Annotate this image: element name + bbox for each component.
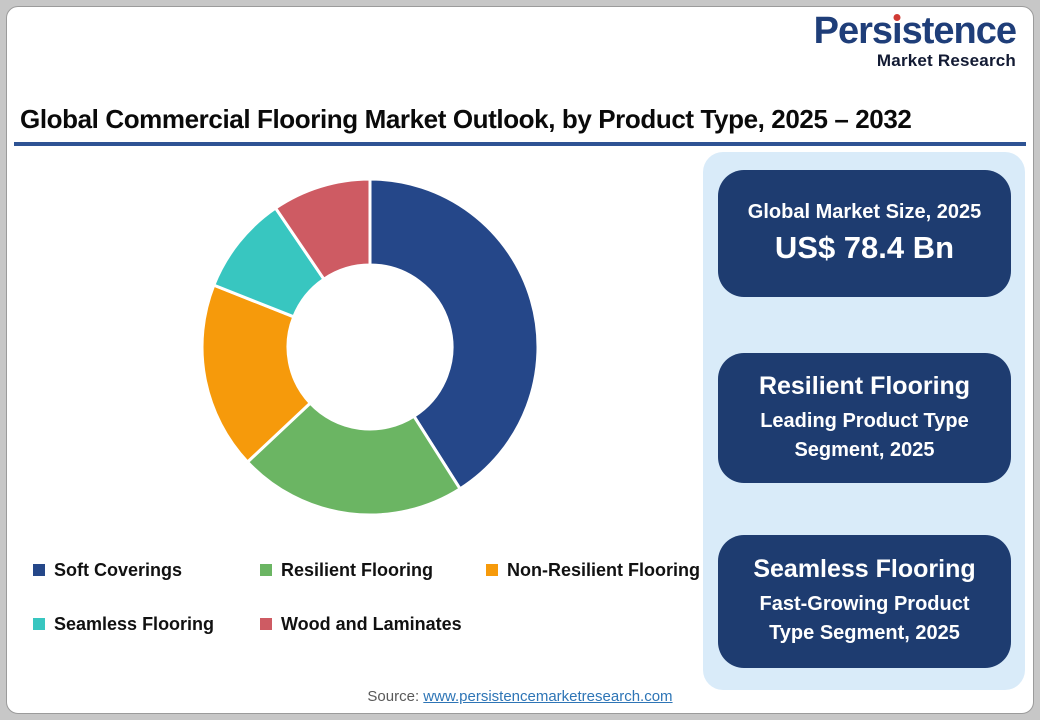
page-title: Global Commercial Flooring Market Outloo…: [20, 104, 912, 134]
legend-item-soft-coverings: Soft Coverings: [33, 560, 182, 580]
highlights-panel: Global Market Size, 2025 US$ 78.4 Bn Res…: [703, 152, 1025, 690]
legend-swatch-non-resilient-flooring: [486, 564, 498, 576]
legend-swatch-seamless-flooring: [33, 618, 45, 630]
source-line: Source: www.persistencemarketresearch.co…: [0, 688, 1040, 705]
donut-chart: [200, 177, 540, 517]
source-label: Source:: [367, 688, 420, 705]
source-link[interactable]: www.persistencemarketresearch.com: [423, 688, 673, 705]
legend-item-resilient-flooring: Resilient Flooring: [260, 560, 433, 580]
title-underline: [14, 142, 1026, 146]
market-size-label: Global Market Size, 2025: [747, 201, 982, 223]
leading-segment-title: Resilient Flooring: [758, 371, 971, 400]
leading-segment-subtitle: Leading Product Type Segment, 2025: [760, 409, 969, 461]
market-size-card: Global Market Size, 2025 US$ 78.4 Bn: [718, 170, 1011, 297]
brand-wordmark: Pers ıstence: [813, 10, 1017, 52]
market-size-value: US$ 78.4 Bn: [774, 230, 955, 265]
donut-slice-resilient-flooring: [246, 401, 462, 517]
brand-logo: Pers ıstence Market Research: [813, 10, 1017, 70]
brand-i-dot: [893, 14, 901, 21]
legend-item-seamless-flooring: Seamless Flooring: [33, 614, 214, 634]
legend-item-non-resilient-flooring: Non-Resilient Flooring: [486, 560, 700, 580]
legend-item-wood-and-laminates: Wood and Laminates: [260, 614, 462, 634]
fast-growing-segment-subtitle: Fast-Growing Product Type Segment, 2025: [759, 593, 970, 644]
donut-slice-non-resilient-flooring: [200, 283, 312, 464]
brand-subtitle: Market Research: [876, 51, 1016, 70]
fast-growing-segment-card: Seamless Flooring Fast-Growing Product T…: [718, 535, 1011, 668]
legend-swatch-resilient-flooring: [260, 564, 272, 576]
leading-segment-card: Resilient Flooring Leading Product Type …: [718, 353, 1011, 483]
fast-growing-segment-title: Seamless Flooring: [753, 555, 976, 583]
legend-swatch-soft-coverings: [33, 564, 45, 576]
donut-slice-soft-coverings: [368, 177, 540, 491]
donut-slice-wood-and-laminates: [274, 177, 372, 281]
legend-swatch-wood-and-laminates: [260, 618, 272, 630]
